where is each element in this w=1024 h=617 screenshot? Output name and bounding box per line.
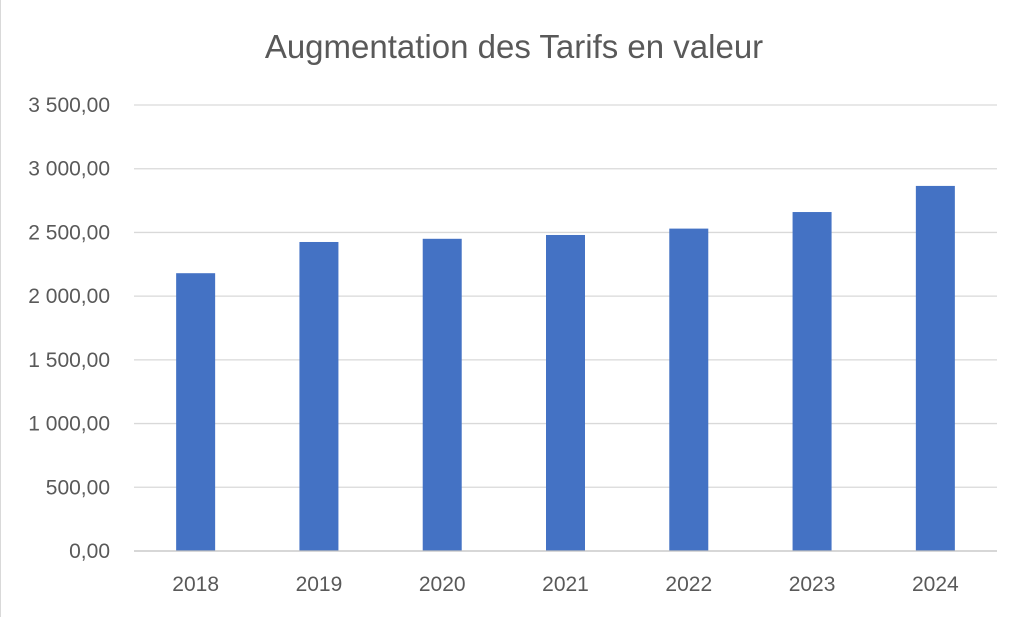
x-tick-label: 2021	[542, 573, 589, 596]
x-tick-label: 2024	[912, 573, 959, 596]
y-tick-label: 3 000,00	[28, 158, 110, 181]
bar-2018	[176, 273, 216, 551]
y-tick-label: 1 000,00	[28, 413, 110, 436]
y-tick-label: 2 000,00	[28, 285, 110, 308]
bar-2021	[546, 234, 585, 551]
bar-2024	[915, 185, 955, 551]
y-tick-label: 1 500,00	[28, 349, 110, 372]
x-tick-label: 2018	[172, 573, 219, 596]
bar-2019	[299, 241, 339, 551]
y-tick-label: 500,00	[46, 476, 110, 499]
x-tick-label: 2020	[419, 573, 466, 596]
bars	[176, 185, 955, 552]
x-tick-label: 2023	[789, 573, 836, 596]
x-axis-tick-labels: 2018 2019 2020 2021 2022 2023 2024	[172, 573, 959, 596]
chart-title: Augmentation des Tarifs en valeur	[265, 28, 763, 65]
bar-2022	[669, 228, 709, 551]
bar-2023	[792, 212, 832, 552]
y-tick-label: 0,00	[69, 540, 110, 563]
bar-2020	[422, 238, 462, 552]
x-tick-label: 2019	[296, 573, 343, 596]
y-axis-tick-labels: 0,00 500,00 1 000,00 1 500,00 2 000,00 2 500,…	[28, 94, 110, 563]
y-tick-label: 3 500,00	[28, 94, 110, 117]
y-tick-label: 2 500,00	[28, 221, 110, 244]
x-tick-label: 2022	[665, 573, 712, 596]
